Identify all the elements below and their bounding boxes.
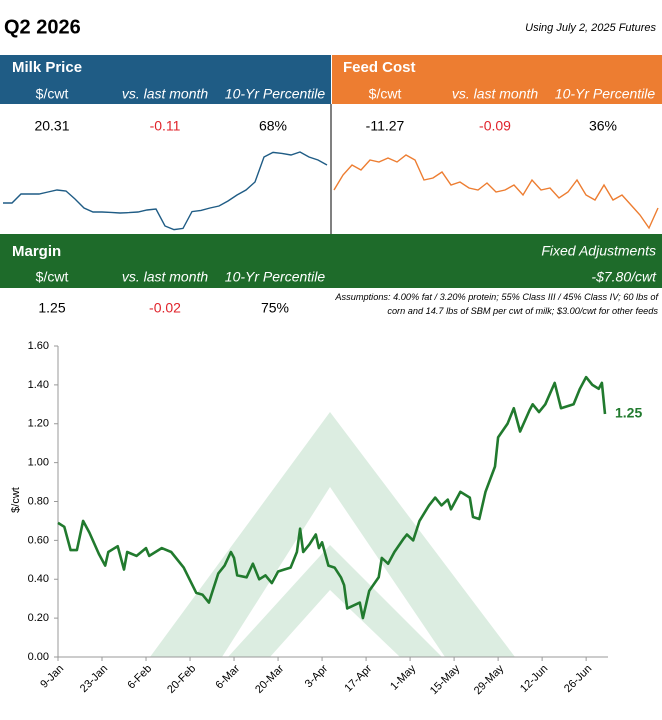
- milk-value: 20.31: [34, 118, 69, 134]
- margin-percentile: 75%: [261, 300, 289, 316]
- x-tick-label: 9-Jan: [38, 663, 66, 691]
- x-tick-label: 15-May: [428, 662, 463, 697]
- margin-title: Margin: [12, 243, 61, 260]
- x-tick-label: 20-Feb: [165, 663, 198, 696]
- feed-header: [332, 55, 662, 104]
- fixed-value: -$7.80/cwt: [591, 269, 657, 285]
- note: Using July 2, 2025 Futures: [525, 22, 656, 34]
- end-label: 1.25: [615, 405, 642, 421]
- y-tick-label: 1.00: [28, 457, 49, 469]
- fixed-label: Fixed Adjustments: [541, 243, 656, 259]
- margin-value: 1.25: [38, 300, 65, 316]
- x-tick-label: 12-Jun: [518, 663, 550, 695]
- margin-col: $/cwt: [36, 269, 69, 285]
- milk-col: $/cwt: [36, 86, 69, 102]
- y-axis-label: $/cwt: [10, 487, 22, 513]
- feed-col: vs. last month: [452, 86, 539, 102]
- y-tick-label: 0.40: [28, 573, 49, 585]
- x-tick-label: 20-Mar: [253, 662, 286, 695]
- milk-percentile: 68%: [259, 118, 287, 134]
- margin-change: -0.02: [149, 300, 181, 316]
- margin-col: vs. last month: [122, 269, 209, 285]
- feed-change: -0.09: [479, 118, 511, 134]
- y-tick-label: 0.20: [28, 612, 49, 624]
- margin-line: [57, 375, 607, 620]
- milk-title: Milk Price: [12, 59, 82, 76]
- sparkline: [333, 154, 659, 230]
- x-tick-label: 6-Feb: [125, 663, 154, 692]
- x-tick-label: 6-Mar: [213, 662, 242, 691]
- milk-change: -0.11: [150, 118, 181, 134]
- y-tick-label: 1.60: [28, 340, 49, 352]
- x-tick-label: 3-Apr: [303, 662, 331, 690]
- y-tick-label: 0.00: [28, 651, 49, 663]
- watermark-logo: [150, 412, 515, 657]
- feed-percentile: 36%: [589, 118, 617, 134]
- margin-col: 10-Yr Percentile: [225, 269, 326, 285]
- x-tick-label: 26-Jun: [562, 663, 594, 695]
- x-tick-label: 1-May: [388, 662, 418, 692]
- y-tick-label: 1.20: [28, 418, 49, 430]
- milk-col: vs. last month: [122, 86, 209, 102]
- feed-value: -11.27: [366, 118, 405, 134]
- assumptions: Assumptions: 4.00% fat / 3.20% protein; …: [335, 292, 658, 316]
- feed-title: Feed Cost: [343, 59, 416, 76]
- margin-header: [0, 234, 662, 288]
- milk-col: 10-Yr Percentile: [225, 86, 326, 102]
- feed-col: 10-Yr Percentile: [555, 86, 656, 102]
- title: Q2 2026: [4, 16, 81, 38]
- x-tick-label: 29-May: [472, 662, 507, 697]
- feed-col: $/cwt: [369, 86, 402, 102]
- y-tick-label: 0.60: [28, 534, 49, 546]
- y-tick-label: 1.40: [28, 379, 49, 391]
- logo-chevron: [228, 545, 442, 657]
- x-tick-label: 17-Apr: [342, 662, 374, 694]
- logo-chevron: [150, 412, 515, 657]
- milk-header: [0, 55, 331, 104]
- sparkline: [3, 151, 328, 231]
- x-tick-label: 23-Jan: [78, 663, 110, 695]
- y-tick-label: 0.80: [28, 495, 49, 507]
